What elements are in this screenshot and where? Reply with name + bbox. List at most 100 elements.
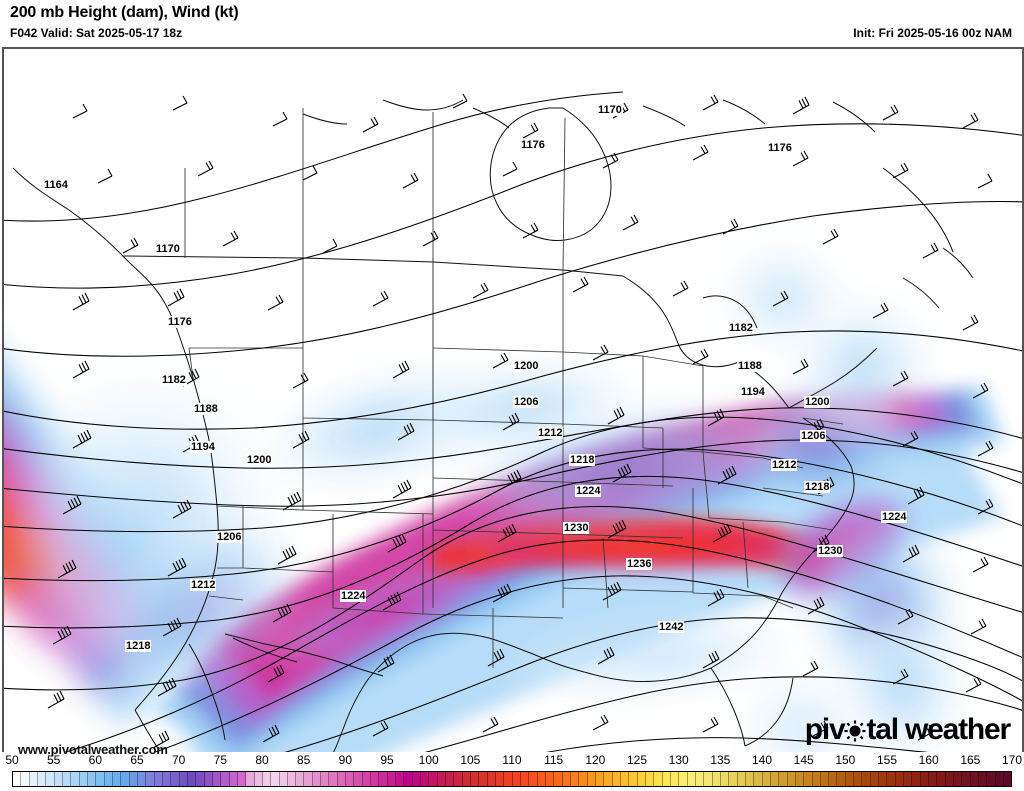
colorbar-cell	[679, 772, 688, 786]
colorbar-cell	[337, 772, 347, 786]
contour-label: 1218	[125, 640, 152, 652]
colorbar-cell	[46, 772, 55, 786]
colorbar-cell	[579, 772, 588, 786]
colorbar-cell	[595, 772, 605, 786]
contour-label: 1176	[167, 316, 193, 328]
colorbar-cell	[879, 772, 888, 786]
colorbar-cell	[62, 772, 72, 786]
contour-label: 1200	[804, 396, 831, 408]
colorbar-cell	[629, 772, 638, 786]
colorbar-cell	[904, 772, 913, 786]
colorbar-cell	[362, 772, 372, 786]
init-time-label: Init: Fri 2025-05-16 00z NAM	[853, 26, 1012, 40]
colorbar-tick: 155	[876, 753, 898, 767]
colorbar-cell	[795, 772, 805, 786]
contour-label: 1212	[537, 427, 564, 439]
colorbar-cell	[129, 772, 138, 786]
contour-label: 1170	[155, 243, 181, 255]
colorbar-cell	[754, 772, 763, 786]
colorbar-tick: 60	[88, 753, 103, 767]
colorbar-cell	[87, 772, 97, 786]
colorbar-cell	[779, 772, 788, 786]
sun-icon	[844, 717, 867, 742]
colorbar-cell	[1004, 772, 1012, 786]
colorbar-cell	[554, 772, 563, 786]
colorbar-cell	[121, 772, 130, 786]
colorbar-strip[interactable]	[12, 771, 1012, 787]
colorbar-cell	[820, 772, 830, 786]
colorbar-tick: 85	[296, 753, 311, 767]
colorbar-cell	[979, 772, 988, 786]
colorbar-cell	[437, 772, 447, 786]
colorbar-cell	[329, 772, 338, 786]
colorbar-cell	[521, 772, 530, 786]
contour-label: 1176	[767, 142, 793, 154]
pivotal-weather-logo: piv tal weather	[805, 714, 1011, 746]
colorbar-cell	[21, 772, 30, 786]
valid-time-label: F042 Valid: Sat 2025-05-17 18z	[10, 26, 183, 40]
colorbar-cell	[720, 772, 730, 786]
colorbar-tick: 90	[338, 753, 353, 767]
colorbar-cell	[37, 772, 47, 786]
contour-label: 1176	[520, 139, 546, 151]
website-watermark: www.pivotalweather.com	[18, 742, 168, 757]
colorbar-cell	[512, 772, 522, 786]
colorbar-cell	[562, 772, 571, 786]
page-title: 200 mb Height (dam), Wind (kt)	[10, 4, 239, 21]
colorbar-tick: 75	[213, 753, 228, 767]
contour-label: 1182	[728, 322, 754, 334]
colorbar-cell	[912, 772, 921, 786]
colorbar-cell	[54, 772, 63, 786]
colorbar-cell	[462, 772, 472, 786]
colorbar-cell	[804, 772, 813, 786]
contour-label: 1212	[771, 459, 798, 471]
colorbar-cell	[146, 772, 155, 786]
colorbar-cell	[254, 772, 263, 786]
colorbar-cell	[787, 772, 796, 786]
colorbar-tick: 110	[502, 753, 522, 767]
colorbar-cell	[13, 772, 22, 786]
contour-label: 1218	[804, 481, 831, 493]
contour-label: 1236	[626, 558, 653, 570]
colorbar-cell	[812, 772, 821, 786]
colorbar-cell	[870, 772, 880, 786]
map-graphic	[3, 48, 1023, 753]
colorbar-cell	[695, 772, 705, 786]
height-contours	[3, 91, 1023, 753]
colorbar-cell	[471, 772, 480, 786]
colorbar-cell	[887, 772, 896, 786]
colorbar-cell	[712, 772, 721, 786]
colorbar-cell	[945, 772, 955, 786]
colorbar-cell	[354, 772, 363, 786]
colorbar-cell	[620, 772, 630, 786]
colorbar-cell	[104, 772, 113, 786]
colorbar-cell	[421, 772, 430, 786]
colorbar-cell	[537, 772, 546, 786]
colorbar-cell	[987, 772, 996, 786]
colorbar-cell	[212, 772, 222, 786]
colorbar-cell	[279, 772, 288, 786]
colorbar-cell	[737, 772, 746, 786]
colorbar-cell	[504, 772, 513, 786]
colorbar-cell	[845, 772, 855, 786]
colorbar[interactable]: 50 55 60 65 70 75 80 85 90 95 100 105 110 115 120 125 13…	[0, 752, 1024, 791]
colorbar-tick: 80	[255, 753, 269, 767]
map-panel[interactable]: 1164 1170 1170 1176 1176 1176 1182 1182 …	[2, 47, 1024, 754]
contour-label: 1206	[513, 396, 540, 408]
contour-label: 1200	[246, 454, 273, 466]
contour-label: 1218	[569, 454, 596, 466]
colorbar-cell	[187, 772, 197, 786]
colorbar-tick: 125	[626, 753, 648, 767]
colorbar-cell	[446, 772, 455, 786]
colorbar-tick: 55	[46, 753, 61, 767]
colorbar-cell	[112, 772, 122, 786]
colorbar-cell	[379, 772, 388, 786]
colorbar-cell	[937, 772, 946, 786]
colorbar-cell	[312, 772, 322, 786]
colorbar-cell	[346, 772, 355, 786]
contour-label: 1194	[740, 386, 766, 398]
colorbar-cell	[954, 772, 963, 786]
colorbar-cell	[645, 772, 655, 786]
colorbar-cell	[895, 772, 905, 786]
